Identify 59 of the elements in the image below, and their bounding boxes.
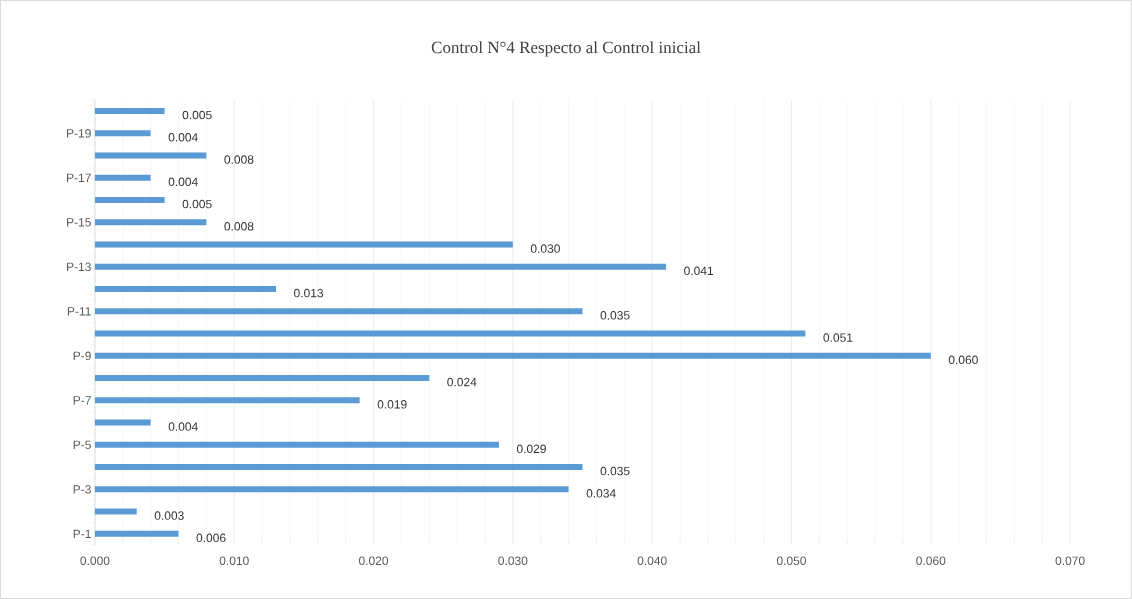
bar xyxy=(94,219,207,226)
y-tick-label: P-11 xyxy=(67,307,91,316)
x-tick-label: 0.010 xyxy=(219,556,249,566)
bar xyxy=(94,530,179,537)
x-tick-label: 0.040 xyxy=(637,556,667,566)
bar xyxy=(94,464,583,471)
x-tick-label: 0.000 xyxy=(80,556,110,566)
data-label: 0.030 xyxy=(530,244,560,253)
bar xyxy=(94,486,569,493)
bar xyxy=(94,352,931,359)
bar xyxy=(94,375,430,382)
data-label: 0.051 xyxy=(823,333,853,342)
data-label: 0.035 xyxy=(600,466,630,476)
bar xyxy=(94,174,151,181)
bar xyxy=(94,508,137,515)
data-label: 0.029 xyxy=(516,444,546,454)
y-tick-label: P-3 xyxy=(73,485,91,494)
y-tick-label: P-13 xyxy=(67,262,91,272)
data-label: 0.004 xyxy=(168,422,198,431)
y-tick-label: P-19 xyxy=(67,129,91,138)
data-label: 0.005 xyxy=(182,199,212,209)
x-tick-label: 0.070 xyxy=(1055,556,1085,566)
bar xyxy=(94,397,360,404)
data-label: 0.024 xyxy=(447,377,477,387)
data-label: 0.019 xyxy=(377,400,407,409)
data-label: 0.003 xyxy=(154,511,184,520)
y-tick-label: P-15 xyxy=(67,218,91,227)
x-tick-label: 0.060 xyxy=(916,556,946,566)
data-label: 0.041 xyxy=(684,266,714,276)
bar xyxy=(94,108,165,115)
bar xyxy=(94,419,151,426)
bar xyxy=(94,330,806,337)
data-label: 0.035 xyxy=(600,311,630,320)
data-label: 0.005 xyxy=(182,110,212,120)
x-tick-label: 0.020 xyxy=(359,556,389,566)
data-label: 0.004 xyxy=(168,133,198,142)
y-tick-label: P-9 xyxy=(73,351,91,361)
data-label: 0.006 xyxy=(196,533,226,543)
bar xyxy=(94,152,207,159)
data-label: 0.008 xyxy=(224,155,254,164)
chart-title: Control N°4 Respecto al Control inicial xyxy=(431,41,701,57)
bar xyxy=(94,441,499,448)
data-label: 0.060 xyxy=(948,355,978,365)
bar xyxy=(94,197,165,204)
bar xyxy=(94,130,151,137)
data-label: 0.008 xyxy=(224,222,254,231)
y-tick-label: P-5 xyxy=(73,440,91,450)
x-tick-label: 0.030 xyxy=(498,556,528,566)
x-tick-label: 0.050 xyxy=(776,556,807,566)
bar xyxy=(94,263,667,270)
bar xyxy=(94,241,513,248)
y-tick-label: P-17 xyxy=(67,173,91,182)
y-tick-label: P-1 xyxy=(73,529,91,539)
bar xyxy=(94,308,583,315)
data-label: 0.004 xyxy=(168,177,198,187)
bar xyxy=(94,286,277,293)
data-label: 0.013 xyxy=(294,288,324,298)
y-tick-label: P-7 xyxy=(73,396,91,405)
data-label: 0.034 xyxy=(586,489,616,498)
